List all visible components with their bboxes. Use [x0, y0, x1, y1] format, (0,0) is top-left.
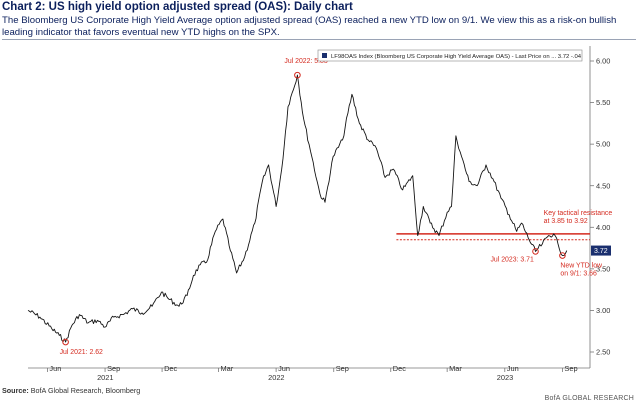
annotation-marker — [294, 71, 301, 79]
annotation-marker — [559, 252, 566, 259]
last-price-tag — [591, 245, 611, 256]
x-tick-label: Jun — [278, 364, 290, 373]
legend-label: LF98OAS Index (Bloomberg US Corporate Hi… — [331, 54, 582, 60]
series-line: 3.72 — [27, 74, 611, 343]
annotation-marker — [532, 248, 539, 255]
x-tick-label: Mar — [449, 364, 462, 373]
annotation-label: New YTD low — [560, 263, 602, 270]
x-tick-label: Mar — [220, 364, 233, 373]
y-tick-label: 4.00 — [596, 223, 610, 232]
y-tick-label: 3.00 — [596, 306, 610, 315]
y-tick-label: 3.50 — [596, 264, 610, 273]
y-tick-label: 2.50 — [596, 348, 610, 357]
x-year-label: 2022 — [268, 373, 284, 382]
annotation-label: Jul 2022: 5.83 — [284, 58, 327, 65]
annotations: Jul 2022: 5.83 Jul 2021: 2.62 Jul 2023: 3.… — [60, 58, 613, 356]
x-year-label: 2021 — [97, 373, 113, 382]
y-tick-label: 5.50 — [596, 98, 610, 107]
annotation-label: Key tactical resistance — [544, 210, 613, 217]
source-note: Source: BofA Global Research, Bloomberg — [2, 386, 140, 395]
y-tick-label: 6.00 — [596, 57, 610, 66]
brand-logo-text: BofA GLOBAL RESEARCH — [544, 395, 634, 402]
page-subtitle: The Bloomberg US Corporate High Yield Av… — [2, 15, 617, 38]
source-label: Source: — [2, 386, 29, 395]
last-price-label: 3.72 — [594, 248, 608, 255]
legend: LF98OAS Index (Bloomberg US Corporate Hi… — [317, 49, 583, 62]
x-tick-label: Dec — [393, 364, 406, 373]
x-tick-label: Sep — [564, 364, 577, 373]
annotation-label: Jul 2023: 3.71 — [490, 256, 533, 263]
legend-swatch — [322, 53, 327, 58]
annotation-label: Jul 2021: 2.62 — [60, 349, 103, 356]
y-tick-label: 5.00 — [596, 140, 610, 149]
oas-series-line — [27, 74, 568, 343]
resistance-band — [396, 233, 590, 241]
x-tick-label: Jun — [507, 364, 519, 373]
header-divider — [2, 39, 636, 40]
legend-box — [317, 49, 583, 62]
annotation-marker — [62, 338, 69, 346]
annotation-label: at 3.85 to 3.92 — [544, 218, 588, 225]
x-tick-label: Sep — [107, 364, 120, 373]
annotation-label: on 9/1: 3.66 — [560, 271, 597, 278]
x-tick-label: Dec — [164, 364, 177, 373]
x-tick-label: Jun — [49, 364, 61, 373]
x-tick-label: Sep — [336, 364, 349, 373]
source-text: BofA Global Research, Bloomberg — [28, 386, 141, 395]
page-title: Chart 2: US high yield option adjusted s… — [2, 1, 353, 13]
y-tick-label: 4.50 — [596, 181, 610, 190]
x-year-label: 2023 — [497, 373, 513, 382]
axes: 6.00 5.50 5.00 4.50 4.00 3.50 3.00 2.50 Jun Sep De… — [28, 46, 610, 382]
